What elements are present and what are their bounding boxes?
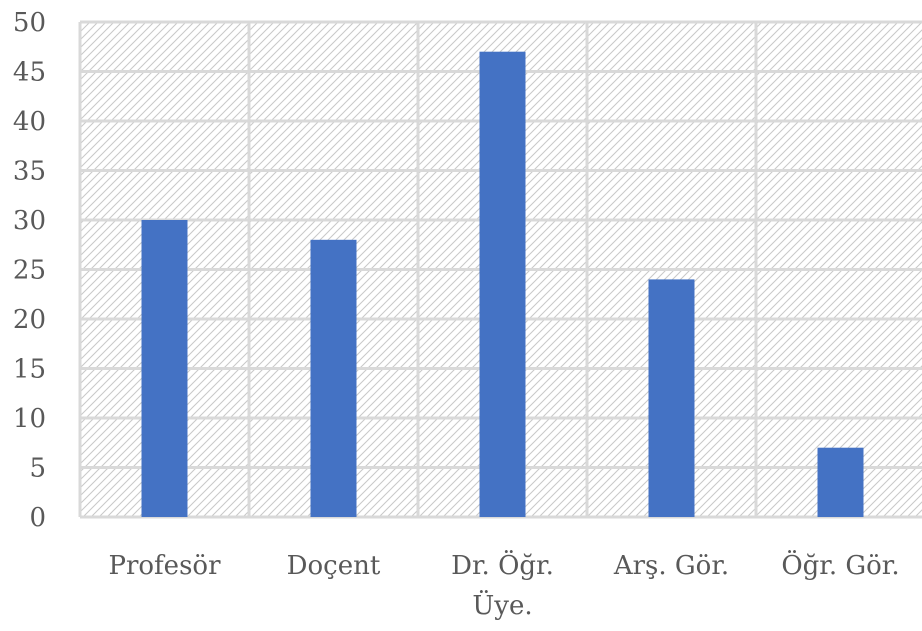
bar (648, 279, 695, 517)
x-category-label: Arş. Gör. (613, 551, 729, 581)
x-category-label-line: Dr. Öğr. (451, 549, 554, 581)
bar (817, 447, 864, 517)
y-tick-label: 0 (29, 503, 46, 533)
x-axis-category-labels: Profesör Doçent Dr. Öğr. Üye. Arş. Gör. Öğr. … (108, 549, 899, 621)
y-tick-label: 20 (13, 305, 46, 335)
y-tick-label: 40 (13, 107, 46, 137)
bar (310, 239, 357, 518)
x-category-label-line: Öğr. Gör. (781, 549, 899, 581)
y-tick-label: 50 (13, 8, 46, 38)
y-tick-label: 30 (13, 206, 46, 236)
y-tick-label: 25 (13, 256, 46, 286)
x-category-label: Öğr. Gör. (781, 549, 899, 581)
y-tick-label: 45 (13, 58, 46, 88)
y-tick-label: 10 (13, 404, 46, 434)
bar (479, 51, 526, 517)
x-category-label: Profesör (108, 551, 221, 581)
y-axis-tick-labels: 0 5 10 15 20 25 30 35 40 45 50 (13, 8, 46, 533)
x-category-label-line: Doçent (287, 551, 381, 581)
x-category-label: Doçent (287, 551, 381, 581)
y-tick-label: 15 (13, 355, 46, 385)
x-category-label-line: Arş. Gör. (613, 551, 729, 581)
bar-series (141, 51, 864, 518)
y-tick-label: 5 (29, 454, 46, 484)
x-category-label-line: Üye. (472, 589, 532, 621)
y-tick-label: 35 (13, 157, 46, 187)
x-category-label: Dr. Öğr. Üye. (451, 549, 554, 621)
bar (141, 220, 188, 517)
x-category-label-line: Profesör (108, 551, 221, 581)
